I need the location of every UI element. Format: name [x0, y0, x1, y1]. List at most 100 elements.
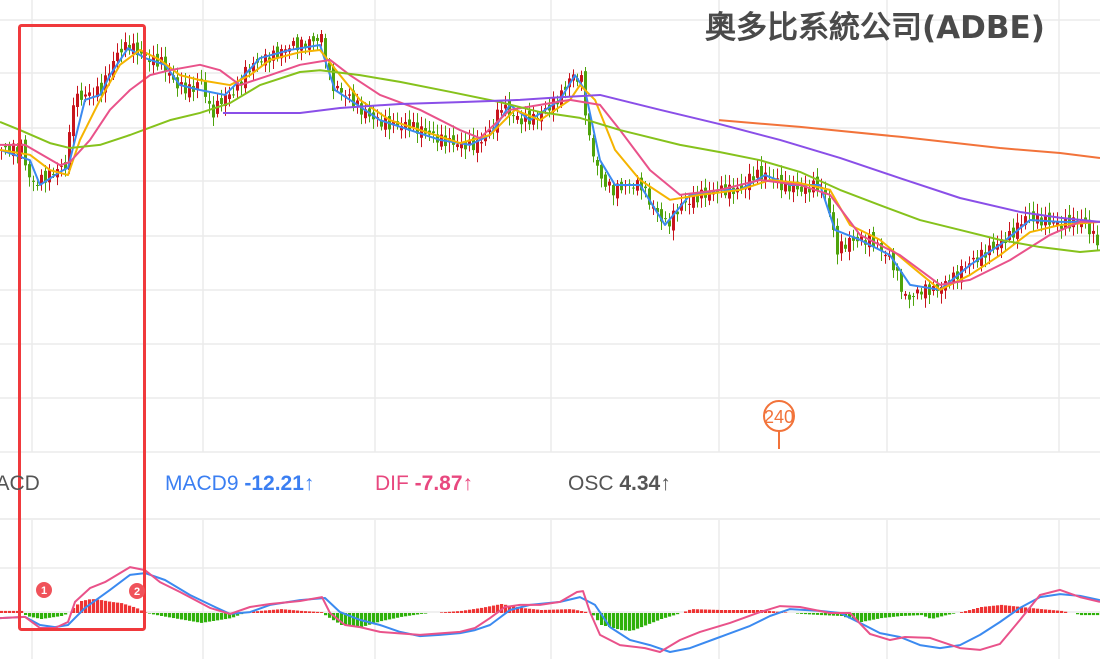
candlestick: [336, 80, 339, 92]
candle-body: [196, 82, 199, 89]
candle-body: [500, 110, 503, 113]
ma240-marker[interactable]: 240: [763, 400, 795, 449]
osc-bar: [772, 611, 776, 613]
osc-bar: [440, 612, 444, 613]
osc-bar: [556, 609, 560, 613]
osc-bar: [388, 613, 392, 620]
candle-body: [100, 82, 103, 96]
dif-line: [0, 566, 1100, 653]
osc-bar: [292, 610, 296, 613]
osc-bar: [372, 613, 376, 624]
candlestick: [1060, 215, 1063, 239]
osc-bar: [940, 613, 944, 617]
candle-body: [156, 53, 159, 67]
candle-body: [1052, 222, 1055, 224]
osc-bar: [784, 612, 788, 613]
candlestick: [676, 203, 679, 222]
candlestick: [596, 156, 599, 176]
osc-bar: [1020, 607, 1024, 613]
candlestick: [1048, 202, 1051, 234]
osc-bar: [124, 604, 128, 613]
candle-body: [988, 245, 991, 256]
osc-bar: [744, 610, 748, 613]
osc-bar: [444, 612, 448, 613]
osc-bar: [516, 607, 520, 613]
dif-legend: DIF -7.87↑: [375, 472, 473, 496]
candlestick: [24, 135, 27, 171]
candlestick: [296, 34, 299, 59]
candlestick: [156, 43, 159, 71]
osc-bar: [312, 611, 316, 613]
candle-body: [68, 132, 71, 170]
candlestick: [452, 125, 455, 153]
osc-bar: [1084, 613, 1088, 616]
candle-body: [908, 294, 911, 300]
osc-bar: [264, 610, 268, 613]
candlestick: [600, 161, 603, 188]
candlestick: [904, 290, 907, 300]
candle-body: [776, 178, 779, 180]
candle-body: [292, 41, 295, 46]
osc-bar: [56, 613, 60, 617]
osc-bar: [156, 613, 160, 616]
osc-bar: [92, 599, 96, 613]
candle-body: [1092, 230, 1095, 234]
candlestick: [844, 237, 847, 252]
osc-bar: [288, 609, 292, 613]
annotation-layer: 1 2: [18, 24, 146, 631]
candle-body: [596, 159, 599, 166]
osc-bar: [836, 613, 840, 616]
osc-bar: [684, 611, 688, 613]
candlestick: [720, 176, 723, 198]
osc-bar: [76, 604, 80, 613]
ma60-line: [0, 69, 1100, 253]
candle-body: [952, 272, 955, 282]
ma120-line: [223, 93, 1100, 223]
osc-bar: [324, 613, 328, 616]
candlestick: [76, 85, 79, 117]
osc-bar: [384, 613, 388, 621]
candle-body: [416, 122, 419, 134]
osc-bar: [180, 613, 184, 620]
candle-body: [364, 109, 367, 119]
candle-body: [852, 236, 855, 241]
osc-bar: [520, 607, 524, 613]
osc-bar: [752, 610, 756, 613]
osc-bar: [896, 613, 900, 617]
candle-body: [48, 170, 51, 183]
candle-body: [188, 84, 191, 98]
osc-bar: [676, 613, 680, 615]
osc-bar: [272, 609, 276, 613]
osc-bar: [1060, 610, 1064, 613]
candle-body: [616, 183, 619, 199]
candlestick: [132, 33, 135, 63]
candle-body: [900, 272, 903, 292]
osc-bar: [692, 609, 696, 613]
candle-body: [348, 94, 351, 96]
osc-bar: [636, 613, 640, 629]
osc-bar: [1056, 610, 1060, 613]
osc-bar: [1012, 606, 1016, 613]
osc-bar: [368, 613, 372, 625]
candlestick: [912, 292, 915, 306]
candle-body: [588, 113, 591, 136]
candle-body: [208, 100, 211, 104]
osc-bar: [128, 605, 132, 613]
candle-body: [60, 165, 63, 167]
candle-body: [792, 185, 795, 193]
candle-body: [28, 164, 31, 178]
osc-bar: [804, 613, 808, 615]
osc-bar: [268, 610, 272, 613]
osc-bar: [808, 613, 812, 615]
candlestick: [924, 280, 927, 308]
osc-bar: [660, 613, 664, 619]
candle-body: [228, 94, 231, 100]
candle-body: [696, 194, 699, 203]
candle-body: [972, 257, 975, 260]
candle-body: [360, 103, 363, 115]
candlestick: [808, 179, 811, 202]
osc-bar: [876, 613, 880, 619]
candle-body: [236, 83, 239, 91]
osc-bar: [12, 610, 16, 613]
ma240-marker-circle: [763, 400, 795, 432]
